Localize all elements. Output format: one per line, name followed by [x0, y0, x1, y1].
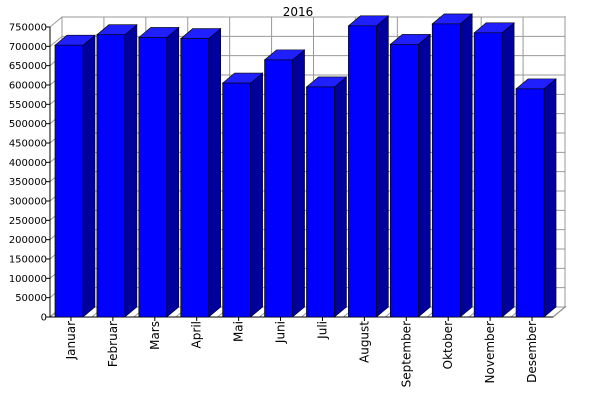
- y-tick-label: 500000: [9, 119, 47, 130]
- bar-front: [222, 82, 251, 318]
- bar-oktober: [431, 13, 474, 318]
- x-tick-label: November: [483, 321, 497, 383]
- x-tick-label: Juli: [315, 321, 329, 340]
- y-tick-label: 200000: [9, 235, 47, 246]
- bar-november: [473, 22, 515, 318]
- x-tick-label: Mars: [148, 321, 162, 350]
- bar-mai: [221, 72, 264, 318]
- chart-title: 2016: [283, 5, 314, 19]
- bar-desember: [515, 78, 557, 318]
- y-tick-label: 550000: [9, 100, 47, 111]
- bar-front: [306, 86, 335, 318]
- bar-front: [473, 32, 503, 318]
- bar-april: [179, 27, 222, 318]
- bar-side: [459, 13, 473, 318]
- y-tick-label: 400000: [9, 158, 47, 169]
- x-tick-label: Februar: [106, 321, 120, 367]
- bar-februar: [96, 24, 138, 318]
- bar-side: [208, 27, 222, 318]
- bar-side: [82, 34, 96, 318]
- bar-side: [250, 72, 263, 318]
- y-tick-label: 50000: [15, 293, 47, 304]
- bar-front: [138, 37, 168, 318]
- x-tick-label: Januar: [64, 321, 78, 360]
- y-tick-label: 250000: [9, 216, 47, 227]
- x-tick-label: Mai: [232, 321, 246, 342]
- y-tick-label: 750000: [9, 23, 47, 34]
- bar-side: [166, 26, 180, 318]
- bar-september: [389, 33, 432, 318]
- bar-side: [417, 33, 431, 318]
- bar-front: [54, 44, 84, 318]
- floor-line: [552, 306, 566, 318]
- x-tick-label: April: [190, 321, 204, 348]
- bars: [54, 13, 557, 318]
- x-tick-label: Desember: [525, 321, 539, 383]
- y-tick-label: 650000: [9, 61, 47, 72]
- x-tick-label: August: [357, 321, 371, 363]
- bar-front: [264, 59, 293, 318]
- bar-side: [501, 22, 515, 318]
- bar-front: [96, 34, 126, 318]
- bar-mars: [137, 26, 180, 318]
- x-axis-ticks: Januar Februar Mars April Mai Juni Juli August S…: [64, 317, 539, 387]
- y-tick-label: 150000: [9, 255, 47, 266]
- y-tick-label: 0: [41, 313, 47, 324]
- bar-front: [389, 44, 419, 318]
- bar-front: [431, 23, 461, 318]
- x-tick-label: September: [399, 321, 413, 387]
- bar-januar: [54, 34, 96, 318]
- bar-side: [376, 15, 389, 318]
- bar-side: [292, 49, 305, 318]
- y-tick-label: 450000: [9, 139, 47, 150]
- bar-juni: [263, 49, 306, 318]
- bar-juli: [305, 76, 348, 318]
- bar-front: [515, 88, 545, 318]
- y-tick-label: 700000: [9, 42, 47, 53]
- bar-side: [334, 76, 347, 318]
- y-axis-ticks: 0 50000 100000 150000 200000 250000 300000 3500…: [9, 23, 50, 324]
- bar-side: [543, 78, 557, 318]
- bar-front: [180, 38, 210, 318]
- bar-august: [347, 15, 390, 318]
- x-tick-label: Oktober: [441, 321, 455, 369]
- y-tick-label: 350000: [9, 177, 47, 188]
- y-tick-label: 300000: [9, 197, 47, 208]
- y-tick-label: 600000: [9, 81, 47, 92]
- bar-front: [348, 25, 377, 318]
- bar-side: [124, 24, 138, 318]
- y-tick-label: 100000: [9, 274, 47, 285]
- x-tick-label: Juni: [274, 321, 288, 344]
